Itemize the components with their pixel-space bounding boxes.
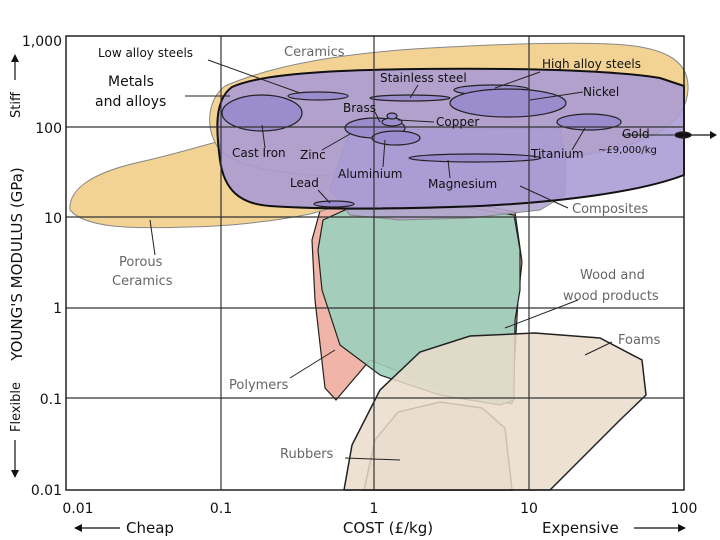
y-tick-label: 1,000 [22,34,62,50]
ceramics-label: Ceramics [284,45,345,60]
cast-iron-ellipse [221,94,303,132]
magnesium-ellipse [408,153,542,163]
porous-ceramics-label-line2: Ceramics [112,274,173,289]
titanium-label: Titanium [530,147,584,161]
y-tick-label: 0.1 [40,392,62,408]
stainless-steel-label: Stainless steel [380,71,467,85]
y-axis-title: YOUNG'S MODULUS (GPa) [8,167,26,361]
titanium-ellipse [556,113,622,131]
x-tick-label: 10 [520,501,538,517]
stiff-arrow [11,54,19,80]
low-alloy-steels-label: Low alloy steels [98,46,193,60]
porous-ceramics-label-line1: Porous [119,255,163,270]
envelope-layer [69,42,689,491]
cast-iron-label: Cast Iron [232,146,286,160]
flexible-label: Flexible [9,382,24,432]
low-alloy-steels-ellipse [287,91,349,101]
lead-label: Lead [290,176,319,190]
leader-lines [149,59,674,461]
grid [66,36,684,490]
wood-label-line1: Wood and [580,268,645,283]
metal-ellipses [221,84,692,208]
metals-label-line1: Metals [108,74,154,90]
high-alloy-steels-label: High alloy steels [542,57,641,71]
y-tick-label: 100 [35,121,62,137]
x-axis-title: COST (£/kg) [343,519,433,537]
composites-label: Composites [572,202,648,217]
x-tick-label: 100 [671,501,698,517]
aluminium-label: Aluminium [338,167,402,181]
expensive-label: Expensive [542,519,619,537]
x-tick-label: 0.1 [210,501,232,517]
cheap-arrow [74,524,120,532]
gold-price-label: ~£9,000/kg [598,145,657,156]
y-tick-labels: 1,000 100 10 1 0.1 0.01 [22,34,62,499]
zinc-label: Zinc [300,148,326,162]
copper-label: Copper [436,115,479,129]
y-tick-label: 0.01 [31,483,62,499]
metals-label-line2: and alloys [95,94,166,110]
x-tick-label: 1 [370,501,379,517]
foams-label: Foams [618,333,661,348]
gold-label: Gold [622,127,650,141]
rubbers-label: Rubbers [280,447,334,462]
foams-envelope [343,332,647,491]
metals-envelope [216,67,685,210]
y-tick-label: 1 [53,301,62,317]
x-tick-label: 0.01 [62,501,93,517]
polymers-label: Polymers [229,378,289,393]
flexible-arrow [11,440,19,478]
stiff-label: Stiff [9,91,24,118]
wood-label-line2: wood products [563,289,659,304]
brass-label: Brass [343,101,376,115]
nickel-ellipse [449,88,567,118]
nickel-label: Nickel [583,85,619,99]
plot-area [65,35,685,491]
gold-arrow-head [710,131,717,139]
cheap-label: Cheap [126,519,174,537]
expensive-arrow [634,524,686,532]
x-tick-labels: 0.01 0.1 1 10 100 [62,501,697,517]
magnesium-label: Magnesium [428,177,497,191]
aluminium-ellipse [371,130,421,146]
lead-ellipse [313,200,355,208]
copper-ellipse-small [386,112,398,120]
y-tick-label: 10 [44,211,62,227]
